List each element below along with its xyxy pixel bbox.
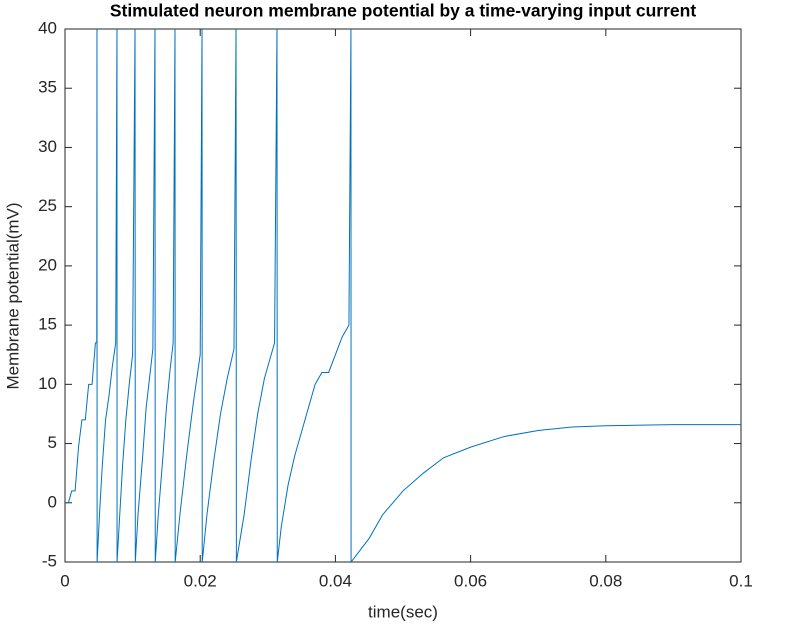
y-tick-label: 0 [48,492,57,511]
x-tick-label: 0.1 [729,571,753,590]
y-tick-label: 35 [38,78,57,97]
x-tick-label: 0.08 [589,571,622,590]
y-axis-label: Membrane potential(mV) [3,202,22,389]
y-tick-label: 40 [38,18,57,37]
y-tick-label: 5 [48,433,57,452]
x-tick-label: 0.04 [319,571,352,590]
y-tick-label: 30 [38,137,57,156]
y-tick-label: 20 [38,255,57,274]
y-tick-label: 10 [38,374,57,393]
x-tick-label: 0.02 [184,571,217,590]
x-axis-label: time(sec) [368,602,438,621]
x-tick-label: 0 [60,571,69,590]
x-tick-label: 0.06 [454,571,487,590]
y-tick-label: 15 [38,315,57,334]
chart-title: Stimulated neuron membrane potential by … [110,1,697,21]
y-tick-label: 25 [38,196,57,215]
data-line [65,29,741,562]
plot-area [64,28,742,563]
y-tick-label: -5 [42,551,57,570]
